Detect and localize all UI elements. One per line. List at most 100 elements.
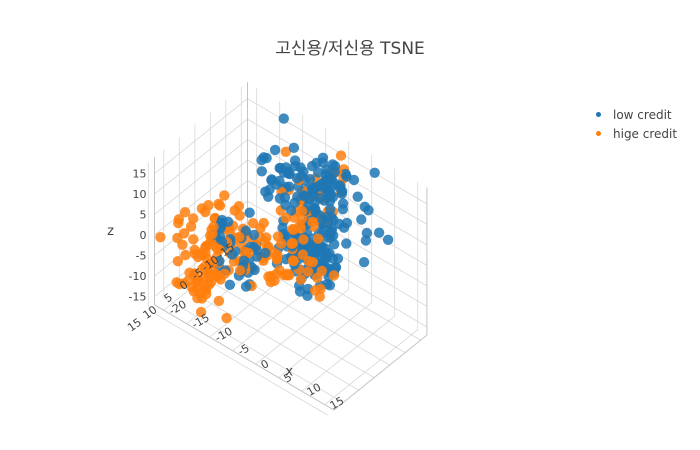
data-point-hige-credit[interactable] (179, 207, 191, 218)
data-point-hige-credit[interactable] (221, 312, 232, 324)
point-layer (155, 113, 394, 324)
data-point-hige-credit[interactable] (172, 256, 184, 267)
data-point-hige-credit[interactable] (174, 278, 185, 290)
data-point-hige-credit[interactable] (243, 247, 254, 259)
data-point-low-credit[interactable] (240, 281, 252, 292)
data-point-hige-credit[interactable] (196, 293, 208, 304)
data-point-low-credit[interactable] (269, 144, 281, 156)
data-point-low-credit[interactable] (323, 227, 335, 238)
data-point-hige-credit[interactable] (255, 223, 266, 234)
data-point-low-credit[interactable] (248, 229, 260, 241)
z-tick-label: -15 (129, 291, 147, 304)
data-point-hige-credit[interactable] (274, 265, 285, 276)
data-point-hige-credit[interactable] (189, 244, 200, 256)
data-point-hige-credit[interactable] (298, 234, 309, 245)
data-point-low-credit[interactable] (382, 234, 394, 245)
data-point-low-credit[interactable] (352, 191, 363, 202)
data-point-hige-credit[interactable] (297, 249, 308, 260)
data-point-low-credit[interactable] (274, 162, 285, 174)
data-point-low-credit[interactable] (227, 249, 238, 260)
data-point-hige-credit[interactable] (213, 198, 224, 210)
data-point-low-credit[interactable] (279, 192, 291, 203)
data-point-low-credit[interactable] (260, 247, 271, 259)
data-point-hige-credit[interactable] (247, 218, 259, 229)
data-point-low-credit[interactable] (317, 214, 328, 225)
data-point-hige-credit[interactable] (197, 263, 208, 275)
data-point-hige-credit[interactable] (312, 272, 323, 283)
data-point-low-credit[interactable] (296, 170, 307, 182)
data-point-low-credit[interactable] (319, 182, 330, 194)
data-point-low-credit[interactable] (324, 280, 336, 291)
data-point-hige-credit[interactable] (195, 306, 207, 318)
data-point-hige-credit[interactable] (287, 255, 299, 266)
data-point-hige-credit[interactable] (214, 244, 225, 255)
data-point-low-credit[interactable] (256, 166, 267, 177)
data-point-hige-credit[interactable] (185, 221, 197, 232)
data-point-hige-credit[interactable] (207, 257, 218, 268)
data-point-hige-credit[interactable] (200, 206, 211, 218)
data-point-hige-credit[interactable] (307, 216, 318, 228)
data-point-low-credit[interactable] (244, 207, 255, 218)
data-point-hige-credit[interactable] (155, 232, 166, 243)
data-point-low-credit[interactable] (341, 238, 352, 249)
gridline-floor-y (179, 284, 359, 391)
x-tick-label: -5 (236, 342, 252, 359)
data-point-low-credit[interactable] (216, 214, 228, 226)
data-point-low-credit[interactable] (289, 197, 300, 208)
data-point-low-credit[interactable] (256, 154, 267, 166)
data-point-hige-credit[interactable] (328, 270, 340, 281)
data-point-hige-credit[interactable] (184, 267, 195, 278)
data-point-low-credit[interactable] (373, 227, 385, 238)
data-point-hige-credit[interactable] (177, 239, 188, 250)
data-point-hige-credit[interactable] (173, 217, 184, 229)
data-point-hige-credit[interactable] (287, 223, 298, 235)
data-point-hige-credit[interactable] (205, 230, 216, 241)
data-point-hige-credit[interactable] (188, 213, 199, 224)
data-point-hige-credit[interactable] (188, 234, 199, 245)
data-point-hige-credit[interactable] (208, 267, 219, 278)
data-point-hige-credit[interactable] (233, 201, 245, 212)
data-point-hige-credit[interactable] (335, 150, 347, 161)
data-point-hige-credit[interactable] (180, 249, 191, 261)
data-point-low-credit[interactable] (340, 168, 351, 180)
data-point-hige-credit[interactable] (263, 271, 274, 282)
data-point-hige-credit[interactable] (287, 238, 299, 249)
data-point-low-credit[interactable] (266, 174, 277, 185)
data-point-low-credit[interactable] (278, 113, 289, 124)
data-point-hige-credit[interactable] (272, 231, 284, 242)
data-point-hige-credit[interactable] (295, 274, 307, 285)
data-point-low-credit[interactable] (358, 257, 370, 268)
data-point-low-credit[interactable] (337, 204, 349, 215)
y-tick-label: 15 (125, 316, 144, 335)
data-point-hige-credit[interactable] (280, 212, 292, 224)
data-point-low-credit[interactable] (369, 167, 380, 178)
z-tick-label: 5 (140, 209, 147, 222)
data-point-hige-credit[interactable] (312, 233, 324, 244)
data-point-low-credit[interactable] (288, 142, 300, 153)
data-point-low-credit[interactable] (348, 174, 360, 186)
data-point-low-credit[interactable] (277, 222, 288, 234)
data-point-hige-credit[interactable] (188, 286, 199, 297)
data-point-hige-credit[interactable] (302, 266, 314, 277)
data-point-low-credit[interactable] (299, 191, 311, 202)
data-point-low-credit[interactable] (359, 201, 370, 212)
data-point-low-credit[interactable] (313, 167, 324, 178)
data-point-low-credit[interactable] (260, 186, 271, 197)
data-point-low-credit[interactable] (356, 214, 367, 225)
gridline-floor-x (301, 315, 395, 392)
data-point-hige-credit[interactable] (309, 285, 321, 296)
legend-item-hige-credit[interactable]: hige credit (588, 124, 677, 143)
data-point-low-credit[interactable] (294, 286, 306, 297)
data-point-hige-credit[interactable] (280, 146, 291, 157)
data-point-hige-credit[interactable] (234, 231, 245, 243)
data-point-low-credit[interactable] (329, 239, 340, 250)
data-point-low-credit[interactable] (224, 279, 236, 290)
data-point-hige-credit[interactable] (219, 190, 230, 201)
data-point-hige-credit[interactable] (213, 295, 225, 307)
data-point-low-credit[interactable] (360, 235, 372, 246)
data-point-low-credit[interactable] (289, 155, 301, 166)
data-point-low-credit[interactable] (329, 160, 341, 172)
legend-item-low-credit[interactable]: low credit (588, 105, 677, 124)
data-point-hige-credit[interactable] (234, 265, 246, 276)
